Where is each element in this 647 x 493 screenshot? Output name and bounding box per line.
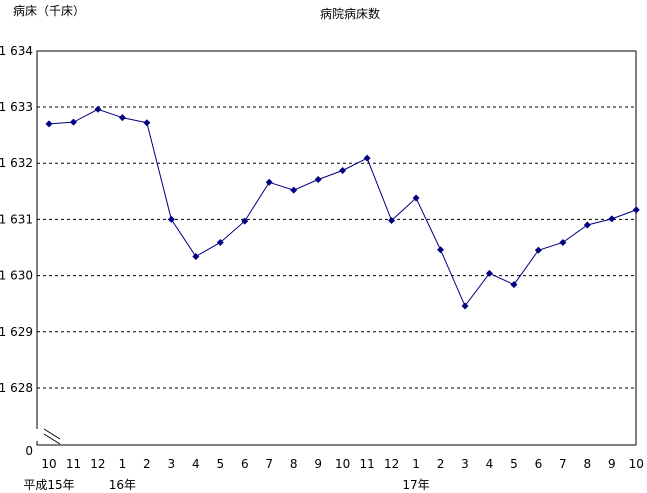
data-point — [192, 252, 200, 260]
y-tick-label: 1 633 — [0, 100, 33, 114]
x-tick-label: 5 — [216, 457, 224, 471]
data-point — [437, 246, 445, 254]
x-tick-label: 5 — [510, 457, 518, 471]
y-tick-labels: 1 634 1 633 1 632 1 631 1 630 1 629 1 628 — [0, 44, 33, 395]
axis-break-symbol — [33, 428, 61, 445]
x-tick-label: 3 — [461, 457, 469, 471]
x-tick-label: 4 — [486, 457, 494, 471]
data-point — [167, 215, 175, 223]
y-tick-label: 1 634 — [0, 44, 33, 58]
data-point — [412, 194, 420, 202]
data-point — [216, 238, 224, 246]
data-point — [69, 118, 77, 126]
x-tick-label: 7 — [559, 457, 567, 471]
data-point — [388, 217, 396, 225]
x-tick-label: 10 — [629, 457, 644, 471]
chart-title: 病院病床数 — [320, 6, 380, 21]
x-tick-label: 7 — [265, 457, 273, 471]
data-point — [265, 178, 273, 186]
x-tick-label: 10 — [335, 457, 350, 471]
y-axis-label: 病床（千床） — [13, 3, 85, 18]
x-tick-label: 12 — [384, 457, 399, 471]
data-point — [45, 120, 53, 128]
year-labels: 平成15年 16年 17年 — [23, 478, 429, 492]
data-point — [559, 238, 567, 246]
x-tick-label: 1 — [412, 457, 420, 471]
grid-lines — [37, 106, 636, 389]
x-tick-label: 4 — [192, 457, 200, 471]
year-label: 17年 — [402, 478, 429, 492]
x-tick-label: 10 — [41, 457, 56, 471]
y-tick-label: 1 630 — [0, 269, 33, 283]
x-tick-label: 3 — [168, 457, 176, 471]
y-origin-label: 0 — [25, 444, 33, 458]
x-tick-label: 1 — [119, 457, 127, 471]
x-tick-labels: 10 11 12 1 2 3 4 5 6 7 8 9 10 11 12 1 2 3 4 5 6 7 8 9 10 — [41, 457, 644, 471]
data-point — [241, 217, 249, 225]
y-tick-label: 1 631 — [0, 212, 33, 226]
data-point — [143, 119, 151, 127]
data-point — [339, 167, 347, 175]
data-point — [363, 154, 371, 162]
x-tick-label: 9 — [314, 457, 322, 471]
x-tick-label: 9 — [608, 457, 616, 471]
x-tick-label: 6 — [241, 457, 249, 471]
x-tick-label: 8 — [290, 457, 298, 471]
x-tick-label: 8 — [584, 457, 592, 471]
x-tick-label: 2 — [437, 457, 445, 471]
plot-area — [36, 50, 637, 446]
year-label: 平成15年 — [23, 478, 74, 492]
year-label: 16年 — [109, 478, 136, 492]
data-series — [45, 105, 640, 310]
data-point — [608, 215, 616, 223]
data-point — [461, 302, 469, 310]
data-point — [118, 114, 126, 122]
data-point — [485, 269, 493, 277]
data-point — [290, 186, 298, 194]
x-tick-label: 6 — [535, 457, 543, 471]
data-point — [583, 221, 591, 229]
y-tick-label: 1 629 — [0, 325, 33, 339]
x-tick-label: 2 — [143, 457, 151, 471]
data-point — [632, 206, 640, 214]
data-point — [510, 281, 518, 289]
data-point — [314, 175, 322, 183]
x-tick-label: 11 — [66, 457, 81, 471]
x-tick-label: 11 — [359, 457, 374, 471]
x-tick-label: 12 — [90, 457, 105, 471]
data-point — [94, 105, 102, 113]
data-point — [534, 246, 542, 254]
y-tick-label: 1 632 — [0, 156, 33, 170]
y-tick-label: 1 628 — [0, 381, 33, 395]
